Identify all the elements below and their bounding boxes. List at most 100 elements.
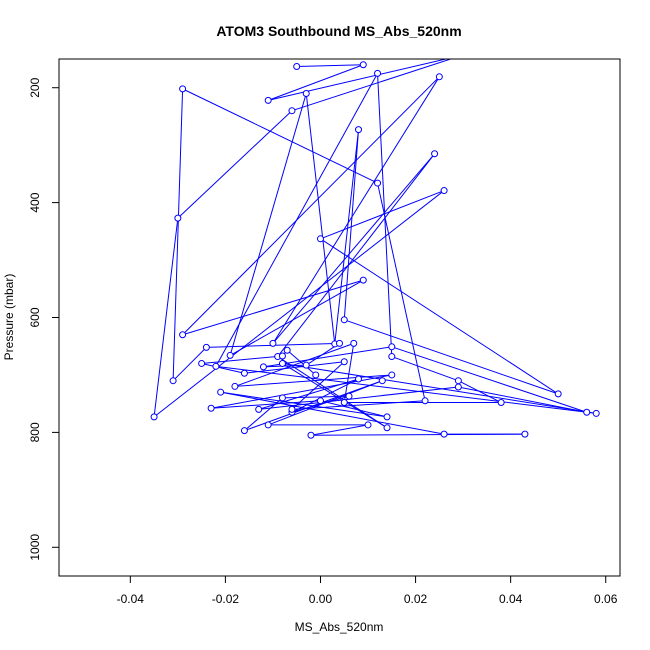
data-point: [278, 359, 286, 367]
data-point: [174, 214, 182, 222]
x-axis-label: MS_Abs_520nm: [295, 620, 384, 634]
y-tick-label: 600: [28, 307, 42, 327]
data-point: [454, 383, 462, 391]
series-line-segment: [291, 361, 345, 410]
series-line-segment: [182, 88, 378, 184]
data-point: [169, 377, 177, 385]
series-line-segment: [305, 93, 336, 344]
series-line-segment: [182, 279, 364, 336]
series-layer: [150, 59, 600, 439]
data-point: [554, 390, 562, 398]
data-point: [259, 363, 267, 371]
data-point: [359, 61, 367, 69]
data-point: [383, 413, 391, 421]
chart-title: ATOM3 Southbound MS_Abs_520nm: [216, 23, 461, 39]
series-line-segment: [215, 365, 597, 414]
series-line-segment: [177, 110, 293, 219]
data-point: [374, 69, 382, 77]
data-point: [150, 413, 158, 421]
data-point: [378, 377, 386, 385]
series-line-segment: [291, 378, 359, 413]
data-point: [283, 346, 291, 354]
series-line-segment: [391, 346, 587, 413]
data-point: [497, 399, 505, 407]
series-line-segment: [211, 374, 392, 409]
y-tick-label: 800: [28, 422, 42, 442]
y-tick-label: 400: [28, 192, 42, 212]
data-point: [355, 375, 363, 383]
data-point: [388, 343, 396, 351]
series-line-segment: [320, 400, 388, 418]
data-point: [288, 107, 296, 115]
series-line-segment: [343, 129, 360, 320]
data-point: [288, 405, 296, 413]
series-line-segment: [201, 355, 283, 364]
series-line-segment: [182, 76, 440, 336]
series-line-segment: [377, 182, 426, 401]
data-point: [269, 339, 277, 347]
series-line-segment: [272, 153, 435, 344]
series-line-segment: [244, 397, 283, 432]
y-tick-label: 1000: [28, 534, 42, 561]
series-line-segment: [391, 356, 459, 382]
data-point: [179, 331, 187, 339]
series-line-segment: [291, 400, 426, 410]
data-point: [293, 62, 301, 70]
series-line-segment: [282, 362, 597, 414]
x-axis: -0.04 -0.02 0.00 0.02 0.04 0.06: [117, 575, 618, 606]
data-point: [388, 371, 396, 379]
data-point: [592, 409, 600, 417]
data-point: [226, 351, 234, 359]
data-point: [307, 431, 315, 439]
series-line-segment: [310, 424, 369, 436]
data-point: [179, 85, 187, 93]
series-line-segment: [215, 73, 378, 367]
series-line-segment: [458, 386, 587, 413]
data-point: [207, 404, 215, 412]
x-tick-label: 0.04: [499, 592, 523, 606]
data-point: [340, 316, 348, 324]
data-point: [364, 421, 372, 429]
data-point: [440, 187, 448, 195]
data-point: [340, 399, 348, 407]
data-point: [359, 276, 367, 284]
data-point: [345, 392, 353, 400]
y-axis: 200 400 600 800 1000: [28, 77, 60, 561]
series-line-segment: [286, 349, 317, 376]
data-point: [198, 359, 206, 367]
data-point: [264, 96, 272, 104]
data-point: [212, 362, 220, 370]
x-tick-label: 0.02: [404, 592, 428, 606]
data-point: [264, 421, 272, 429]
data-point: [202, 343, 210, 351]
x-tick-label: 0.00: [309, 592, 333, 606]
series-line-segment: [344, 319, 559, 395]
series-line-segment: [211, 400, 321, 409]
series-line-segment: [320, 238, 559, 395]
data-point: [240, 369, 248, 377]
data-point: [231, 382, 239, 390]
data-point: [431, 150, 439, 158]
series-line-segment: [229, 93, 307, 356]
data-point: [340, 358, 348, 366]
data-point: [355, 126, 363, 134]
data-point: [316, 397, 324, 405]
series-line-segment: [310, 433, 525, 436]
series-line-segment: [172, 88, 184, 381]
series-line-segment: [234, 374, 392, 387]
data-point: [521, 430, 529, 438]
series-line-segment: [229, 279, 364, 356]
y-tick-label: 200: [28, 77, 42, 97]
x-tick-label: 0.06: [594, 592, 618, 606]
series-line-segment: [244, 361, 345, 374]
series-group: [150, 59, 600, 439]
series-line-segment: [263, 364, 307, 368]
data-point: [440, 430, 448, 438]
series-line-segment: [282, 395, 350, 399]
series-line-segment: [296, 64, 364, 67]
data-point: [388, 353, 396, 361]
data-point: [435, 73, 443, 81]
data-point: [302, 89, 310, 97]
